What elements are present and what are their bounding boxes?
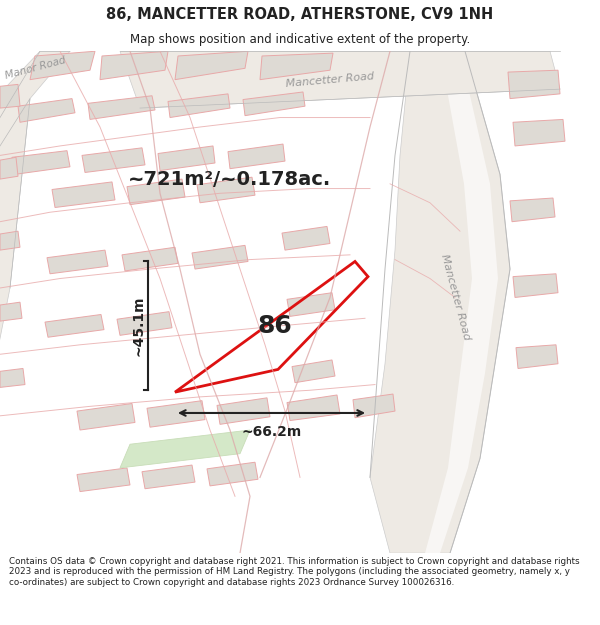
Polygon shape	[0, 302, 22, 321]
Text: Contains OS data © Crown copyright and database right 2021. This information is : Contains OS data © Crown copyright and d…	[9, 557, 580, 586]
Polygon shape	[287, 292, 335, 316]
Text: ~66.2m: ~66.2m	[241, 425, 302, 439]
Polygon shape	[30, 51, 95, 79]
Text: ~45.1m: ~45.1m	[131, 296, 145, 356]
Polygon shape	[228, 144, 285, 169]
Polygon shape	[122, 248, 178, 271]
Text: 86: 86	[257, 314, 292, 338]
Polygon shape	[513, 274, 558, 298]
Polygon shape	[100, 51, 168, 79]
Polygon shape	[77, 468, 130, 492]
Text: ~721m²/~0.178ac.: ~721m²/~0.178ac.	[128, 169, 332, 189]
Polygon shape	[513, 119, 565, 146]
Polygon shape	[425, 51, 498, 553]
Polygon shape	[12, 151, 70, 174]
Polygon shape	[0, 158, 18, 179]
Polygon shape	[370, 51, 510, 553]
Polygon shape	[508, 70, 560, 99]
Polygon shape	[77, 404, 135, 430]
Polygon shape	[127, 179, 185, 204]
Polygon shape	[292, 360, 335, 382]
Polygon shape	[158, 146, 215, 171]
Text: Mancetter Road: Mancetter Road	[286, 71, 374, 89]
Polygon shape	[52, 182, 115, 208]
Polygon shape	[0, 84, 20, 108]
Polygon shape	[120, 430, 250, 468]
Text: Mancetter Road: Mancetter Road	[439, 253, 472, 342]
Polygon shape	[260, 53, 333, 79]
Polygon shape	[82, 148, 145, 173]
Polygon shape	[45, 314, 104, 338]
Polygon shape	[88, 96, 155, 119]
Polygon shape	[147, 401, 205, 427]
Polygon shape	[18, 99, 75, 122]
Polygon shape	[516, 345, 558, 369]
Polygon shape	[0, 231, 20, 250]
Text: Manor Road: Manor Road	[4, 56, 67, 81]
Polygon shape	[117, 312, 172, 336]
Polygon shape	[168, 94, 230, 118]
Polygon shape	[217, 398, 270, 424]
Text: 86, MANCETTER ROAD, ATHERSTONE, CV9 1NH: 86, MANCETTER ROAD, ATHERSTONE, CV9 1NH	[106, 7, 494, 22]
Polygon shape	[0, 51, 70, 364]
Polygon shape	[287, 395, 340, 421]
Polygon shape	[192, 246, 248, 269]
Polygon shape	[282, 226, 330, 250]
Polygon shape	[120, 51, 560, 108]
Polygon shape	[142, 465, 195, 489]
Polygon shape	[0, 369, 25, 388]
Polygon shape	[510, 198, 555, 222]
Polygon shape	[197, 177, 255, 202]
Polygon shape	[47, 250, 108, 274]
Polygon shape	[175, 51, 248, 79]
Polygon shape	[353, 394, 395, 418]
Text: Map shows position and indicative extent of the property.: Map shows position and indicative extent…	[130, 34, 470, 46]
Polygon shape	[207, 462, 258, 486]
Polygon shape	[243, 92, 305, 116]
